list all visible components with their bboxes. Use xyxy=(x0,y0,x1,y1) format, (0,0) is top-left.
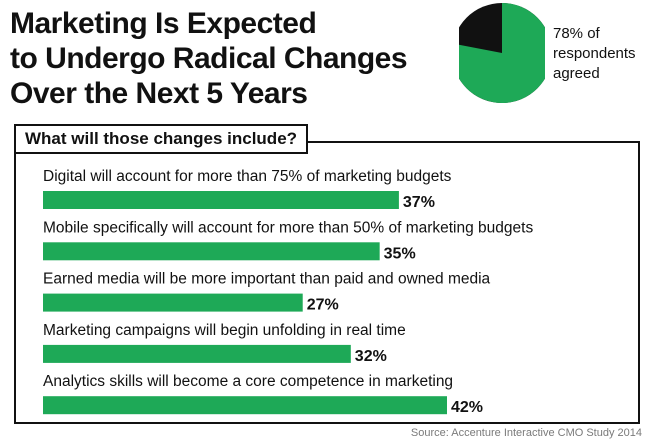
chart-title: Marketing Is Expected to Undergo Radical… xyxy=(10,6,450,111)
title-line: Marketing Is Expected xyxy=(10,7,317,40)
pie-svg xyxy=(452,3,552,103)
pie-note-line: respondents xyxy=(553,45,636,62)
pie-note-line: 78% of xyxy=(553,25,600,42)
agreement-pie xyxy=(452,0,552,106)
title-line: Over the Next 5 Years xyxy=(10,77,308,110)
changes-panel xyxy=(14,141,640,424)
panel-question: What will those changes include? xyxy=(14,124,309,154)
pie-note: 78% of respondents agreed xyxy=(553,24,663,84)
pie-slice-agreed xyxy=(452,3,552,103)
pie-note-line: agreed xyxy=(553,65,600,82)
title-line: to Undergo Radical Changes xyxy=(10,42,408,75)
source-note: Source: Accenture Interactive CMO Study … xyxy=(410,427,642,439)
